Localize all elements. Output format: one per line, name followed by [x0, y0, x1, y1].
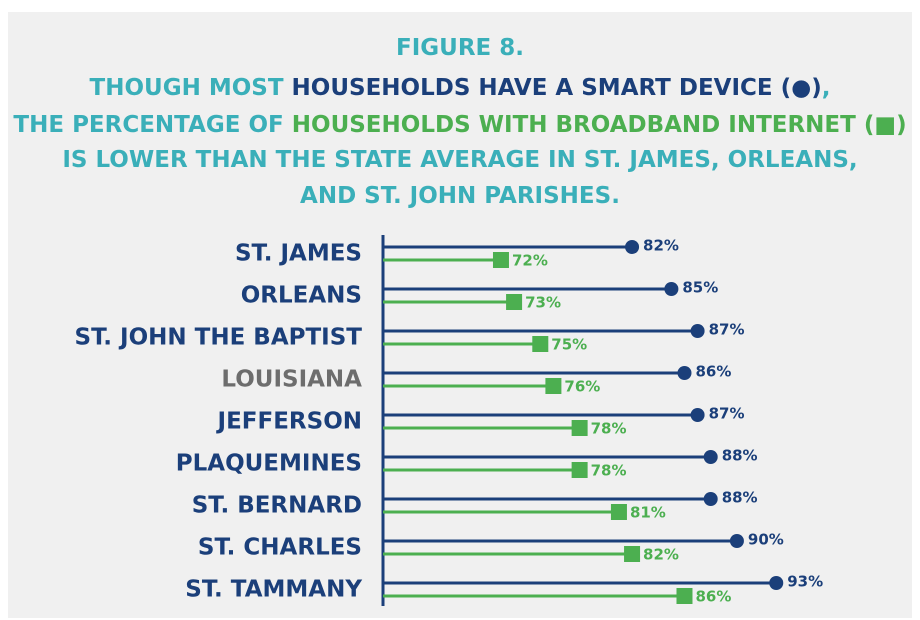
title-segment: HOUSEHOLDS WITH BROADBAND INTERNET (■): [292, 112, 907, 138]
value-label: 93%: [787, 573, 823, 591]
value-label: 72%: [512, 252, 548, 270]
category-label: ST. TAMMANY: [185, 577, 362, 603]
square: [610, 504, 627, 520]
dot: [703, 492, 718, 506]
category-label: ST. CHARLES: [198, 535, 362, 561]
value-label: 88%: [722, 489, 758, 507]
value-label: 86%: [695, 363, 731, 381]
title-segment: FIGURE 8.: [396, 35, 524, 61]
title-segment: AND ST. JOHN PARISHES.: [300, 183, 620, 209]
title-line: FIGURE 8.: [396, 35, 524, 61]
dot: [664, 282, 679, 296]
value-label: 78%: [591, 420, 627, 438]
value-label: 87%: [709, 321, 745, 339]
title-line: AND ST. JOHN PARISHES.: [300, 183, 620, 209]
title-line: THE PERCENTAGE OF HOUSEHOLDS WITH BROADB…: [13, 112, 906, 138]
dot: [729, 534, 744, 548]
category-label: ST. JAMES: [235, 241, 362, 267]
square: [571, 462, 588, 478]
title-segment: THOUGH MOST: [90, 75, 292, 101]
value-label: 88%: [722, 447, 758, 465]
value-label: 87%: [709, 405, 745, 423]
square: [506, 294, 523, 310]
dot: [703, 450, 718, 464]
value-label: 85%: [682, 279, 718, 297]
value-label: 82%: [643, 546, 679, 564]
title-segment: ,: [822, 75, 831, 101]
category-label: ORLEANS: [241, 283, 362, 309]
category-label: LOUISIANA: [221, 367, 362, 393]
square: [571, 420, 588, 436]
title-line: THOUGH MOST HOUSEHOLDS HAVE A SMART DEVI…: [90, 75, 831, 101]
value-label: 73%: [525, 294, 561, 312]
category-label: JEFFERSON: [216, 409, 362, 435]
square: [532, 336, 549, 352]
value-label: 81%: [630, 504, 666, 522]
value-label: 78%: [591, 462, 627, 480]
value-label: 75%: [551, 336, 587, 354]
title-segment: IS LOWER THAN THE STATE AVERAGE IN ST. J…: [62, 147, 857, 173]
dot: [690, 324, 705, 338]
dot: [625, 240, 640, 254]
panel: [8, 12, 912, 618]
dot: [677, 366, 692, 380]
title-line: IS LOWER THAN THE STATE AVERAGE IN ST. J…: [62, 147, 857, 173]
square: [624, 546, 641, 562]
category-label: PLAQUEMINES: [176, 451, 362, 477]
value-label: 90%: [748, 531, 784, 549]
dot: [769, 576, 784, 590]
title-segment: HOUSEHOLDS HAVE A SMART DEVICE (●): [292, 75, 822, 101]
square: [492, 252, 509, 268]
category-label: ST. JOHN THE BAPTIST: [75, 325, 363, 351]
title-segment: THE PERCENTAGE OF: [13, 112, 291, 138]
value-label: 86%: [695, 588, 731, 606]
square: [545, 378, 562, 394]
dot: [690, 408, 705, 422]
value-label: 82%: [643, 237, 679, 255]
square: [676, 588, 693, 604]
category-label: ST. BERNARD: [192, 493, 362, 519]
value-label: 76%: [564, 378, 600, 396]
